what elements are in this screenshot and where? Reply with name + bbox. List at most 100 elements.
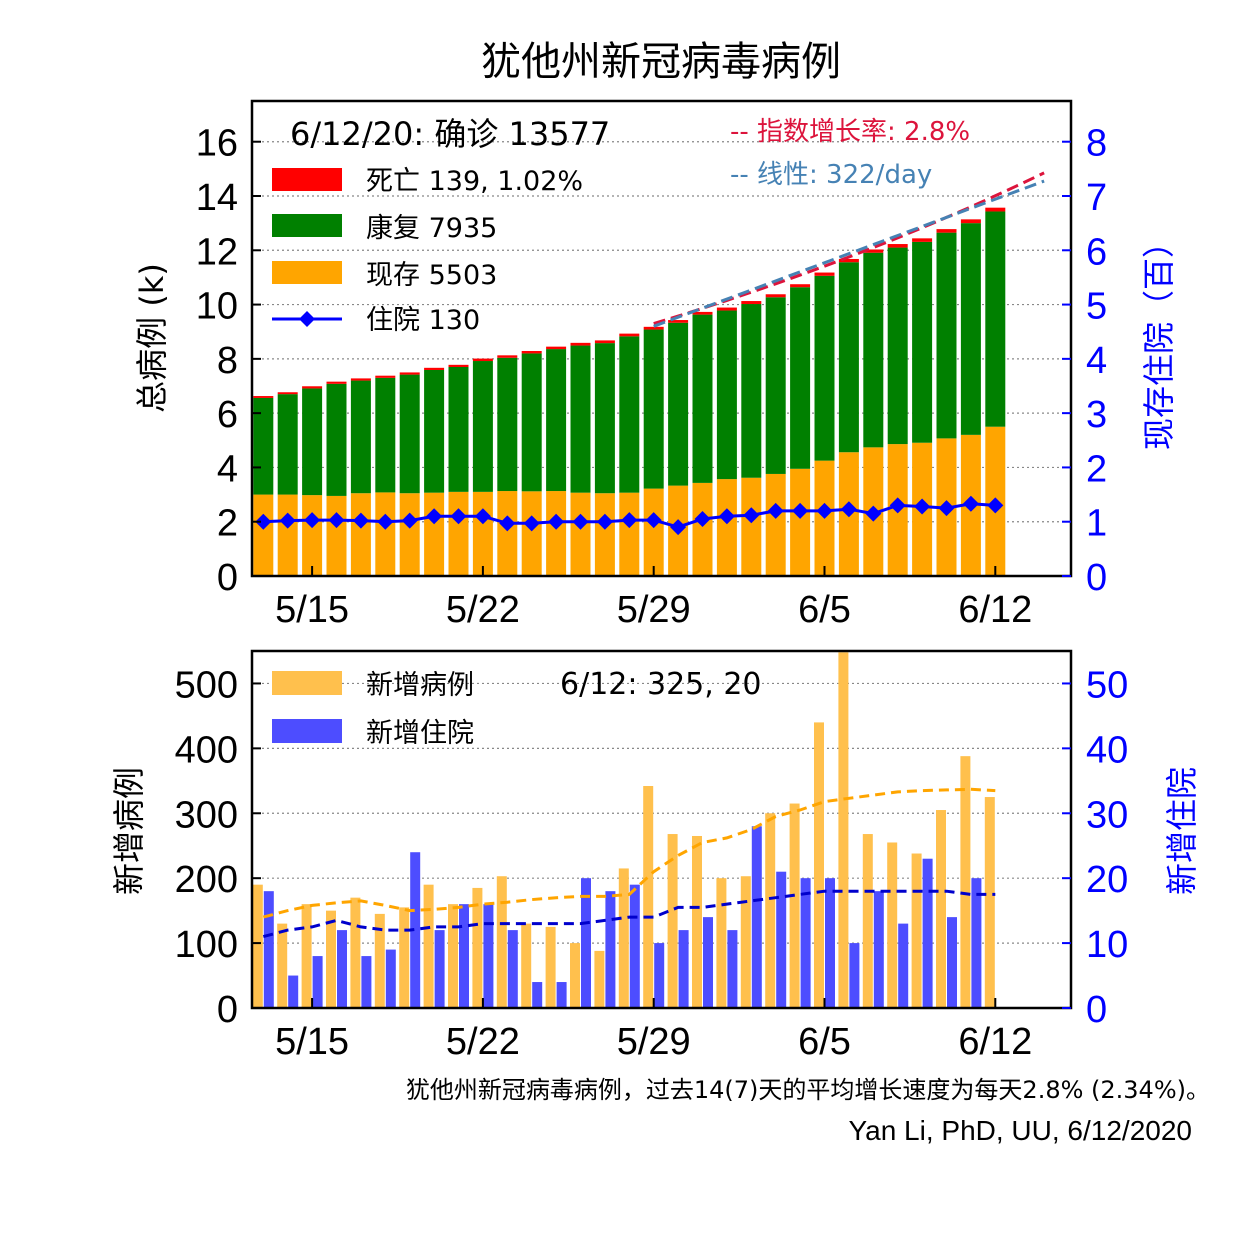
hospital-point [889,497,906,514]
bar-new-cases [521,923,532,1008]
bar-new-cases [496,876,507,1008]
bar-death [643,326,664,330]
bar-new-hosp [361,956,372,1008]
top-plot-frame [250,99,1073,578]
bar-death [521,350,542,354]
legend-marker-hospital [299,311,315,327]
bar-death [375,375,396,378]
bar-recovered [277,394,298,495]
bar-new-hosp [654,943,665,1008]
bar-recovered [985,211,1006,427]
bar-new-cases [545,926,556,1008]
top-y2-tick-label: 0 [1086,557,1107,599]
top-y2-tick-label: 8 [1086,123,1107,165]
bar-new-hosp [605,891,616,1008]
bar-death [912,238,933,242]
top-x-tick-label: 6/12 [958,589,1032,631]
bot-x-tick-label: 5/29 [617,1021,691,1063]
hospital-point [352,512,369,529]
bar-death [765,294,786,298]
bar-new-cases [984,797,995,1008]
bot-y2-tick-label: 10 [1086,924,1128,966]
legend-label-death: 死亡 139, 1.02% [366,166,583,197]
top-y2-tick-label: 6 [1086,231,1107,273]
bar-recovered [863,252,884,448]
bar-active [643,488,664,576]
bar-new-hosp [507,930,518,1008]
bar-new-cases [765,813,776,1008]
bar-new-hosp [873,891,884,1008]
hospital-point [840,501,857,518]
bar-new-hosp [678,930,689,1008]
bar-active [716,479,737,576]
bot-y2-tick-label: 20 [1086,859,1128,901]
hospital-point [572,513,589,530]
bar-recovered [570,345,591,493]
top-y2-tick-label: 1 [1086,503,1107,545]
top-x-tick-label: 6/5 [798,589,851,631]
top-y-tick-label: 4 [217,448,238,490]
hospital-point [962,495,979,512]
bar-new-cases [692,835,702,1008]
hospital-point [718,508,735,525]
bar-active [253,494,274,576]
bar-recovered [814,275,835,461]
bar-recovered [521,353,542,492]
bar-recovered [350,380,371,494]
legend-label-hospital: 住院 130 [366,305,480,336]
bar-recovered [448,367,469,492]
bar-death [619,333,640,337]
bar-new-hosp [922,858,933,1008]
top-y2-tick-label: 4 [1086,340,1107,382]
bar-death [716,307,737,311]
exp-fit-line [653,171,1045,326]
bar-new-cases [594,950,605,1008]
bar-new-hosp [434,930,445,1008]
top-y-tick-label: 12 [196,231,238,273]
hospital-point [426,508,443,525]
top-legend: 6/12/20: 确诊 13577 死亡 139, 1.02% 康复 7935 … [272,115,970,336]
top-x-tick-label: 5/29 [617,589,691,631]
top-x-tick-label: 5/22 [446,589,520,631]
hospital-point [743,507,760,524]
bar-active [521,491,542,576]
hospital-point [816,502,833,519]
bar-active [424,492,445,576]
bar-recovered [619,336,640,493]
bar-death [424,367,445,370]
footer-credit: Yan Li, PhD, UU, 6/12/2020 [849,1115,1192,1146]
bar-death [594,340,615,344]
bar-new-hosp [898,923,909,1008]
bar-active [570,492,591,576]
bot-y-tick-label: 500 [175,664,238,706]
bar-new-hosp [337,930,347,1008]
bar-new-cases [740,876,751,1008]
bar-new-cases [838,652,849,1008]
bar-death [253,396,274,398]
bot-y2-tick-label: 40 [1086,729,1128,771]
top-y2-tick-label: 7 [1086,177,1107,219]
hospital-point [987,497,1004,514]
hospital-point [304,512,321,529]
bar-new-hosp [532,982,543,1008]
top-x-tick-label: 5/15 [275,589,349,631]
bar-death [838,258,859,263]
bar-active [497,491,518,576]
bar-active [692,482,713,576]
bar-recovered [424,369,445,493]
daily-new-cases-chart: 0 100 200 300 400 500 0 10 20 30 40 50 5/15 5/22 5/2… [110,649,1201,1063]
bar-death [814,272,835,276]
legend-swatch-active [272,261,342,284]
bar-recovered [643,329,664,489]
bar-death [936,229,957,233]
bar-new-cases [472,887,483,1008]
bar-death [887,244,908,248]
bar-active [619,492,640,576]
bot-x-tick-label: 6/12 [958,1021,1032,1063]
bar-recovered [326,383,347,496]
legend-swatch-death [272,168,342,191]
top-y2-tick-label: 5 [1086,286,1107,328]
new-hosp-avg-line [262,889,996,939]
bar-death [570,342,591,346]
bar-active [741,477,762,576]
